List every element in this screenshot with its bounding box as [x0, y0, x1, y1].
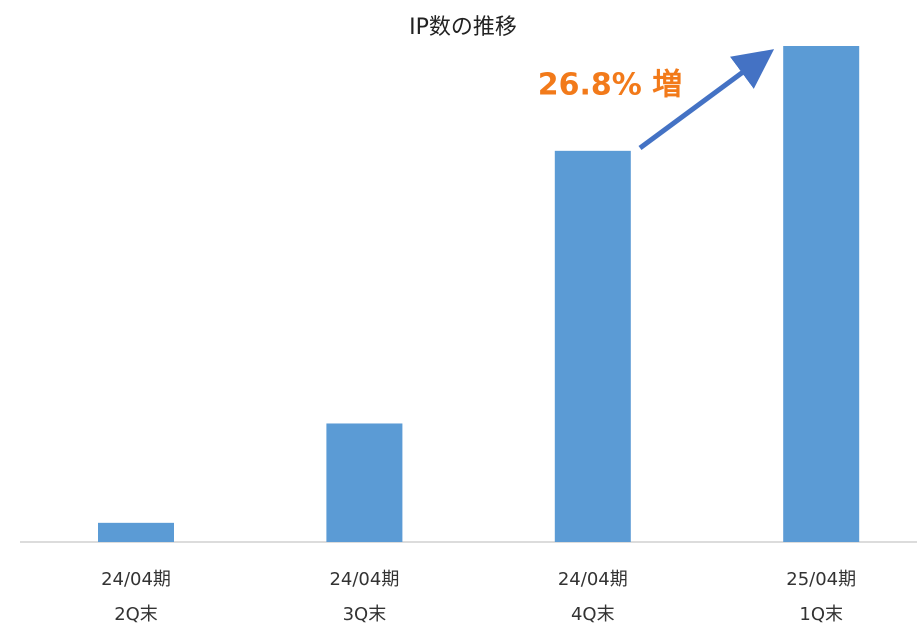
x-tick-label: 24/04期	[558, 569, 628, 590]
x-tick-label: 2Q末	[114, 604, 158, 625]
x-tick-label: 24/04期	[329, 569, 399, 590]
growth-annotation: 26.8% 増	[538, 68, 683, 103]
bar	[783, 46, 860, 542]
chart-title: IP数の推移	[409, 15, 517, 40]
bar	[326, 423, 403, 542]
growth-arrow	[638, 49, 775, 151]
bar	[554, 150, 631, 542]
x-tick-label: 4Q末	[571, 604, 615, 625]
x-tick-label: 3Q末	[343, 604, 387, 625]
x-tick-label: 24/04期	[101, 569, 171, 590]
x-tick-label: 1Q末	[799, 604, 843, 625]
bar	[98, 522, 174, 542]
x-tick-label: 25/04期	[786, 569, 856, 590]
